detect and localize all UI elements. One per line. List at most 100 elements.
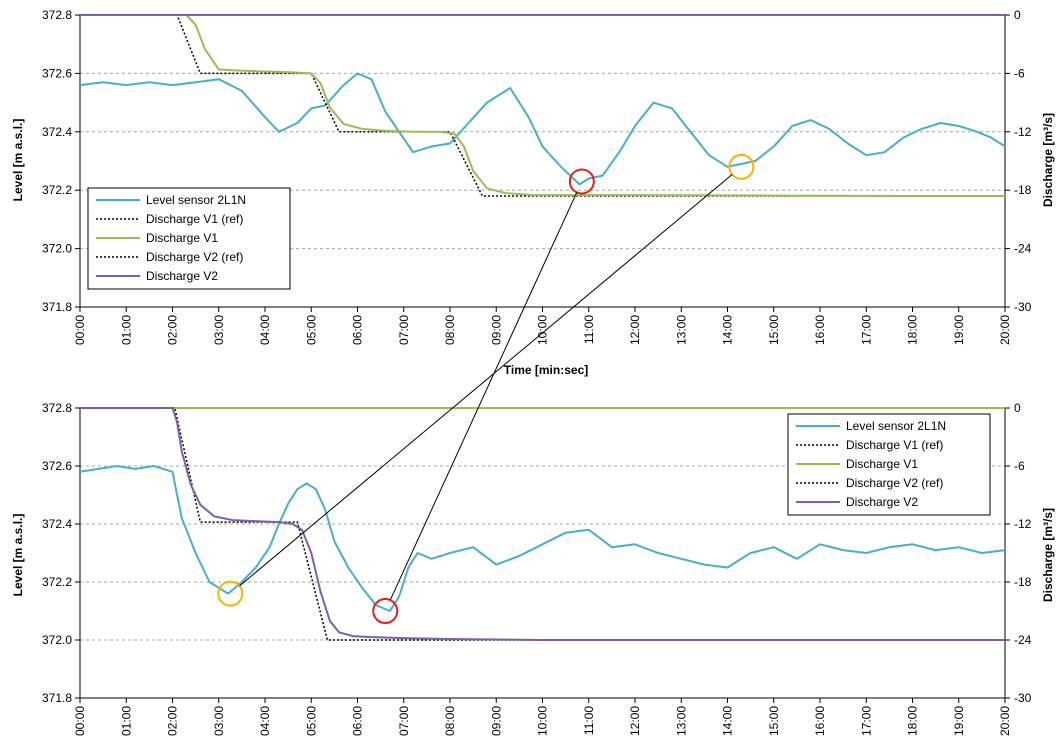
- x-tick-label: 12:00: [628, 706, 642, 736]
- x-tick-label: 20:00: [998, 315, 1012, 345]
- legend: Level sensor 2L1N Discharge V1 (ref) Disch…: [87, 187, 291, 290]
- x-tick-label: 01:00: [119, 315, 133, 345]
- series-line-level-sensor-2l1n: [79, 465, 1006, 612]
- y-tick-label-right: -6: [1014, 66, 1025, 80]
- x-tick-label: 05:00: [304, 706, 318, 736]
- y-tick-label-left: 372.0: [42, 633, 72, 647]
- x-tick-label: 13:00: [674, 706, 688, 736]
- y-tick-label-right: 0: [1014, 401, 1021, 415]
- y-tick-label-left: 372.8: [42, 401, 72, 415]
- y-tick-label-left: 371.8: [42, 691, 72, 705]
- x-tick-label: 18:00: [906, 706, 920, 736]
- y-tick-label-right: -6: [1014, 459, 1025, 473]
- highlight-marker-yellow: [217, 580, 244, 607]
- chart-top-ylabel-right: Discharge [m³/s]: [1041, 113, 1055, 207]
- legend-label: Discharge V2 (ref): [146, 250, 243, 264]
- y-tick-label-left: 372.0: [42, 242, 72, 256]
- x-tick-label: 05:00: [304, 315, 318, 345]
- legend-label: Discharge V2 (ref): [846, 476, 943, 490]
- x-tick-label: 19:00: [952, 706, 966, 736]
- chart-bottom: Level [m a.s.l.] Discharge [m³/s] 372.8 0…: [11, 401, 1055, 736]
- x-tick-label: 13:00: [674, 315, 688, 345]
- y-tick-label-left: 372.6: [42, 459, 72, 473]
- chart-top-ylabel-left: Level [m a.s.l.]: [11, 119, 25, 202]
- y-tick-label-left: 371.8: [42, 300, 72, 314]
- x-tick-label: 10:00: [536, 315, 550, 345]
- x-tick-label: 16:00: [813, 706, 827, 736]
- y-tick-label-left: 372.8: [42, 8, 72, 22]
- series-line-discharge-v2: [80, 407, 1005, 641]
- x-tick-label: 01:00: [119, 706, 133, 736]
- chart-bottom-plot: 372.8 0 372.6 -6 372.4 -12 372.2 -18 372.0 -24 371…: [42, 401, 1032, 736]
- y-tick-label-left: 372.4: [42, 125, 72, 139]
- chart-bottom-ylabel-left: Level [m a.s.l.]: [11, 514, 25, 597]
- x-tick-label: 09:00: [489, 315, 503, 345]
- highlight-marker-red: [568, 168, 595, 195]
- legend-label: Discharge V1 (ref): [846, 438, 943, 452]
- legend-label: Discharge V1 (ref): [146, 212, 243, 226]
- x-tick-label: 12:00: [628, 315, 642, 345]
- x-tick-label: 16:00: [813, 315, 827, 345]
- x-tick-label: 19:00: [952, 315, 966, 345]
- legend: Level sensor 2L1N Discharge V1 (ref) Disch…: [787, 413, 991, 516]
- highlight-marker-yellow: [728, 153, 755, 180]
- x-tick-label: 14:00: [721, 706, 735, 736]
- y-tick-label-right: -12: [1014, 125, 1032, 139]
- x-tick-label: 15:00: [767, 315, 781, 345]
- chart-top-plot: 372.8 0 372.6 -6 372.4 -12 372.2 -18 372.0 -24 371…: [42, 8, 1032, 345]
- series-line-discharge-v2-ref-: [80, 407, 1005, 641]
- connector-line: [239, 174, 733, 587]
- x-tick-label: 18:00: [906, 315, 920, 345]
- series-line-level-sensor-2l1n: [79, 72, 1006, 186]
- y-tick-label-right: -30: [1014, 691, 1032, 705]
- x-tick-label: 02:00: [166, 706, 180, 736]
- x-tick-label: 00:00: [73, 706, 87, 736]
- x-tick-label: 06:00: [351, 706, 365, 736]
- x-tick-label: 03:00: [212, 315, 226, 345]
- x-tick-label: 06:00: [351, 315, 365, 345]
- x-tick-label: 15:00: [767, 706, 781, 736]
- chart-top: Time [min:sec] Level [m a.s.l.] Discharg…: [11, 8, 1055, 377]
- x-tick-label: 04:00: [258, 706, 272, 736]
- legend-label: Level sensor 2L1N: [146, 193, 246, 207]
- chart-bottom-ylabel-right: Discharge [m³/s]: [1041, 508, 1055, 602]
- x-tick-label: 10:00: [536, 706, 550, 736]
- y-tick-label-left: 372.2: [42, 183, 72, 197]
- x-tick-label: 08:00: [443, 706, 457, 736]
- legend-label: Discharge V2: [846, 495, 918, 509]
- y-tick-label-right: 0: [1014, 8, 1021, 22]
- x-tick-label: 00:00: [73, 315, 87, 345]
- y-tick-label-right: -18: [1014, 183, 1032, 197]
- y-tick-label-left: 372.6: [42, 66, 72, 80]
- x-tick-label: 07:00: [397, 315, 411, 345]
- x-tick-label: 07:00: [397, 706, 411, 736]
- x-tick-label: 11:00: [582, 315, 596, 344]
- x-tick-label: 03:00: [212, 706, 226, 736]
- x-tick-label: 09:00: [489, 706, 503, 736]
- chart-top-xlabel: Time [min:sec]: [504, 363, 588, 377]
- x-tick-label: 04:00: [258, 315, 272, 345]
- legend-label: Discharge V2: [146, 269, 218, 283]
- y-tick-label-right: -12: [1014, 517, 1032, 531]
- series-line-discharge-v1-ref-: [80, 14, 1005, 197]
- y-tick-label-left: 372.4: [42, 517, 72, 531]
- y-tick-label-right: -24: [1014, 242, 1032, 256]
- y-tick-label-right: -18: [1014, 575, 1032, 589]
- y-tick-label-left: 372.2: [42, 575, 72, 589]
- x-tick-label: 20:00: [998, 706, 1012, 736]
- legend-label: Level sensor 2L1N: [846, 419, 946, 433]
- x-tick-label: 08:00: [443, 315, 457, 345]
- x-tick-label: 17:00: [859, 706, 873, 736]
- connector-line: [389, 192, 578, 601]
- x-tick-label: 11:00: [582, 706, 596, 735]
- legend-label: Discharge V1: [146, 231, 218, 245]
- series-line-discharge-v1: [80, 14, 1005, 197]
- legend-label: Discharge V1: [846, 457, 918, 471]
- y-tick-label-right: -24: [1014, 633, 1032, 647]
- x-tick-label: 14:00: [721, 315, 735, 345]
- x-tick-label: 17:00: [859, 315, 873, 345]
- y-tick-label-right: -30: [1014, 300, 1032, 314]
- connector-lines: [239, 174, 733, 601]
